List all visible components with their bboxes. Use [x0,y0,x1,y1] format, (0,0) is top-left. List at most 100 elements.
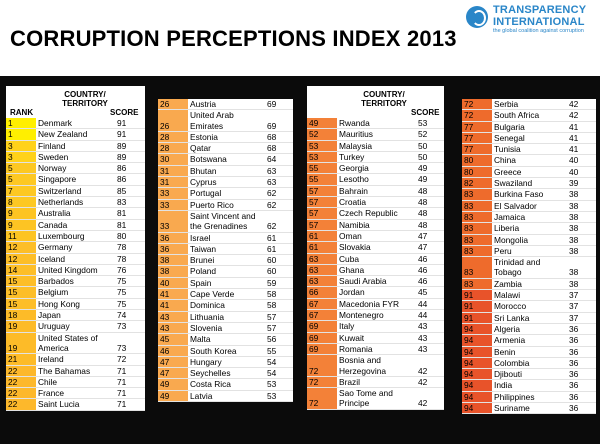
country-cell: Barbados [36,275,114,288]
table-row: 38 Brunei 60 [158,254,293,267]
score-cell: 47 [415,241,444,254]
score-cell: 46 [415,264,444,277]
country-cell: Cape Verde [188,288,264,301]
rank-cell: 12 [6,241,36,254]
rank-cell: 15 [6,298,36,311]
score-cell: 48 [415,219,444,231]
rank-cell: 57 [307,196,337,209]
rank-cell: 12 [6,253,36,265]
rank-cell: 19 [6,332,36,355]
transparency-international-logo: TRANSPARENCY INTERNATIONAL the global co… [466,4,600,36]
score-cell: 85 [114,185,145,198]
rank-cell: 94 [462,323,492,336]
table-row: 7 Switzerland 85 [6,185,145,198]
ranking-column-2: 26 Austria 69 26 United Arab Emirates 69 28 Est… [158,99,293,403]
rank-cell: 83 [462,278,492,291]
country-cell: South Africa [492,109,566,122]
score-cell: 81 [114,207,145,220]
country-cell: Zambia [492,278,566,291]
country-cell: Lesotho [337,173,415,186]
rank-cell: 66 [307,286,337,299]
country-cell: Hong Kong [36,298,114,311]
table-row: 80 China 40 [462,154,596,167]
table-row: 15 Barbados 75 [6,275,145,288]
score-cell: 50 [415,140,444,152]
country-cell: Qatar [188,142,264,155]
country-cell: Norway [36,162,114,175]
country-cell: Rwanda [337,118,415,130]
score-cell: 75 [114,275,145,288]
rank-cell: 1 [6,128,36,141]
country-cell: Dominica [188,299,264,312]
table-row: 18 Japan 74 [6,309,145,322]
score-cell: 36 [566,334,596,347]
country-cell: Czech Republic [337,207,415,220]
score-cell: 78 [114,241,145,254]
country-cell: Israel [188,232,264,244]
country-cell: Puerto Rico [188,199,264,211]
rank-cell: 83 [462,200,492,212]
country-cell: Belgium [36,286,114,299]
country-cell: Bahrain [337,185,415,198]
table-row: 72 Brazil 42 [307,376,444,389]
table-row: 30 Botswana 64 [158,153,293,166]
rank-cell: 57 [307,207,337,220]
ranking-column-1: RANK COUNTRY/ TERRITORY SCORE 1 Denmark 91… [6,86,145,411]
rank-cell: 94 [462,334,492,347]
table-row: 61 Slovakia 47 [307,241,444,254]
table-row: 31 Cyprus 63 [158,176,293,189]
score-cell: 38 [566,188,596,201]
table-row: 69 Romania 43 [307,343,444,356]
score-cell: 63 [264,176,293,189]
score-cell: 61 [264,243,293,256]
rank-cell: 94 [462,379,492,392]
rank-cell: 67 [307,309,337,322]
country-cell: Brazil [337,376,415,389]
rank-cell: 52 [307,128,337,141]
score-cell: 41 [566,121,596,133]
score-cell: 47 [415,230,444,243]
score-header: SCORE [110,108,139,117]
table-row: 94 India 36 [462,379,596,392]
country-cell: China [492,154,566,167]
rank-cell: 36 [158,232,188,244]
table-row: 36 Taiwan 61 [158,243,293,256]
table-row: 47 Seychelles 54 [158,367,293,380]
rank-cell: 91 [462,312,492,324]
country-cell: France [36,387,114,400]
score-cell: 62 [264,210,293,233]
country-cell: Bosnia and Herzegovina [337,354,415,377]
rank-cell: 49 [158,378,188,391]
table-row: 91 Sri Lanka 37 [462,312,596,324]
score-cell: 71 [114,376,145,389]
table-row: 1 New Zealand 91 [6,128,145,141]
score-cell: 53 [415,118,444,130]
table-row: 63 Cuba 46 [307,253,444,265]
score-cell: 75 [114,298,145,311]
table-row: 55 Georgia 49 [307,162,444,175]
score-cell: 43 [415,320,444,333]
score-cell: 58 [264,299,293,312]
table-row: 5 Singapore 86 [6,173,145,186]
country-cell: Portugal [188,187,264,200]
score-cell: 52 [415,128,444,141]
table-row: 83 Jamaica 38 [462,211,596,224]
score-cell: 36 [566,368,596,381]
table-row: 22 The Bahamas 71 [6,365,145,377]
country-cell: Suriname [492,402,566,415]
country-cell: Ghana [337,264,415,277]
rank-cell: 63 [307,264,337,277]
rank-cell: 77 [462,143,492,156]
rank-cell: 8 [6,196,36,209]
score-cell: 41 [566,143,596,156]
column-header: RANK COUNTRY/ TERRITORY SCORE [6,86,145,118]
country-cell: Namibia [337,219,415,231]
country-cell: New Zealand [36,128,114,141]
rank-cell: 26 [158,109,188,132]
rank-cell: 41 [158,288,188,301]
score-cell: 63 [264,165,293,178]
score-cell: 78 [114,253,145,265]
country-cell: Mauritius [337,128,415,141]
country-cell: Tunisia [492,143,566,156]
country-cell: Cyprus [188,176,264,189]
